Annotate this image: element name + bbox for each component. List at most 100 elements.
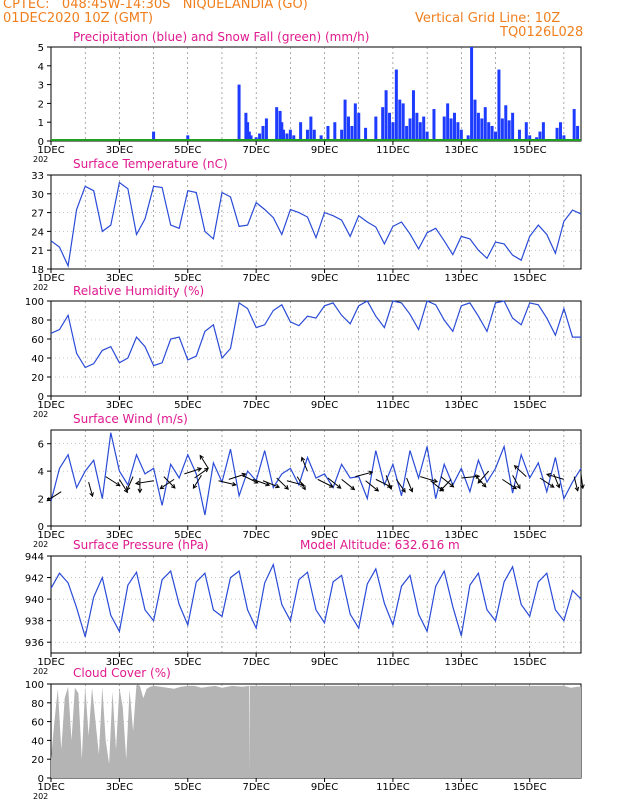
temp-ytick-label: 21 bbox=[31, 246, 44, 257]
cloud-ytick-label: 0 bbox=[38, 774, 44, 785]
wind-xtick-label: 11DEC bbox=[376, 530, 410, 541]
wind-arrow-head bbox=[336, 484, 342, 489]
wind-arrow bbox=[118, 479, 128, 493]
precip-bar bbox=[280, 122, 284, 141]
wind-arrow-head bbox=[439, 486, 445, 492]
rh-xtick-label: 1DEC bbox=[37, 400, 64, 411]
wind-arrow bbox=[184, 468, 202, 475]
wind-arrow-head bbox=[477, 478, 483, 484]
pressure-xtick-label: 3DEC bbox=[106, 657, 133, 668]
temp-xtick-label: 9DEC bbox=[311, 273, 338, 284]
wind-arrow bbox=[327, 477, 342, 489]
wind-arrow bbox=[341, 478, 355, 490]
precip-bar bbox=[422, 116, 426, 141]
wind-arrow-head bbox=[387, 485, 393, 490]
precip-bar bbox=[394, 69, 398, 141]
precip-ytick-label: 2 bbox=[38, 99, 44, 110]
wind-arrow-head bbox=[449, 482, 455, 488]
cloud-ytick-label: 60 bbox=[31, 718, 44, 729]
wind-title: Surface Wind (m/s) bbox=[73, 412, 188, 426]
wind-arrow bbox=[252, 478, 270, 486]
precip-bar bbox=[275, 107, 279, 141]
precip-xtick-label: 7DEC bbox=[242, 145, 269, 156]
precip-bar bbox=[340, 129, 344, 141]
wind-ytick-label: 4 bbox=[38, 467, 44, 478]
cloud-ytick-label: 20 bbox=[31, 755, 44, 766]
wind-arrow-head bbox=[545, 473, 552, 478]
wind-arrow-head bbox=[231, 481, 237, 487]
header-grid-note: Vertical Grid Line: 10Z bbox=[415, 11, 561, 26]
precip-bar bbox=[264, 118, 268, 141]
wind-arrow bbox=[276, 477, 289, 490]
wind-arrow-head bbox=[580, 484, 585, 490]
rh-xtick-label: 3DEC bbox=[106, 400, 133, 411]
precip-bar bbox=[350, 125, 354, 141]
precip-bar bbox=[415, 112, 419, 141]
precip-bar bbox=[480, 118, 484, 141]
wind-arrow bbox=[406, 477, 413, 492]
temp-xtick-label: 13DEC bbox=[444, 273, 478, 284]
temp-series-line bbox=[50, 181, 582, 268]
wind-arrow bbox=[296, 476, 306, 490]
precip-bar bbox=[288, 129, 292, 141]
wind-arrow bbox=[262, 480, 280, 488]
precip-bar bbox=[258, 133, 262, 141]
wind-frame bbox=[50, 429, 582, 527]
wind-arrow-head bbox=[115, 481, 121, 487]
wind-arrow-head bbox=[328, 483, 334, 488]
wind-arrow bbox=[365, 480, 379, 492]
wind-arrow bbox=[199, 455, 209, 469]
precip-bar bbox=[500, 118, 504, 141]
cloud-area bbox=[51, 684, 581, 778]
wind-arrow bbox=[512, 475, 521, 489]
temp-frame bbox=[50, 174, 582, 270]
precip-bar bbox=[425, 131, 429, 141]
precip-bar bbox=[374, 116, 378, 141]
wind-arrow bbox=[514, 465, 527, 477]
precip-ytick-label: 5 bbox=[38, 43, 44, 54]
precip-bar bbox=[511, 112, 515, 141]
header-model-id: TQ0126L028 bbox=[500, 25, 584, 40]
precip-bar bbox=[442, 116, 446, 141]
precip-bar bbox=[562, 135, 566, 141]
cloud-xtick-label: 11DEC bbox=[376, 782, 410, 793]
wind-arrow-head bbox=[126, 486, 131, 492]
precip-bar bbox=[333, 122, 337, 141]
wind-arrow-head bbox=[300, 456, 306, 462]
wind-arrow bbox=[301, 457, 308, 472]
wind-arrow bbox=[385, 475, 392, 490]
wind-arrow bbox=[539, 477, 555, 488]
precip-title: Precipitation (blue) and Snow Fall (gree… bbox=[73, 30, 369, 44]
precip-bar bbox=[299, 122, 303, 141]
precip-bar bbox=[353, 103, 357, 141]
precip-bar bbox=[576, 125, 580, 141]
wind-arrow-head bbox=[374, 487, 380, 492]
precip-ytick-label: 0 bbox=[38, 137, 44, 148]
cloud-xtick-label: 7DEC bbox=[242, 782, 269, 793]
cloud-year-label: 202 bbox=[33, 792, 48, 800]
precip-bar bbox=[449, 118, 453, 141]
cloud-xtick-label: 13DEC bbox=[444, 782, 478, 793]
rh-xtick-label: 15DEC bbox=[513, 400, 547, 411]
precip-bar bbox=[384, 90, 388, 141]
wind-arrow bbox=[573, 476, 579, 491]
wind-arrow bbox=[46, 491, 62, 502]
wind-arrow bbox=[88, 481, 93, 497]
cloud-title: Cloud Cover (%) bbox=[73, 666, 171, 680]
wind-arrow-head bbox=[265, 481, 271, 487]
wind-arrow-head bbox=[574, 486, 580, 492]
pressure-ytick-label: 944 bbox=[25, 552, 44, 563]
precip-bar bbox=[473, 99, 477, 141]
precip-bar bbox=[381, 107, 385, 141]
precip-bar bbox=[152, 131, 156, 141]
precip-bar bbox=[292, 135, 296, 141]
rh-xtick-label: 9DEC bbox=[311, 400, 338, 411]
precip-xtick-label: 11DEC bbox=[376, 145, 410, 156]
wind-ytick-label: 0 bbox=[38, 522, 44, 533]
wind-arrow bbox=[218, 480, 236, 486]
rh-ytick-label: 60 bbox=[31, 335, 44, 346]
wind-arrow bbox=[546, 473, 565, 480]
wind-arrow-head bbox=[481, 482, 487, 488]
precip-bar bbox=[476, 112, 480, 141]
wind-arrow-head bbox=[350, 485, 356, 491]
